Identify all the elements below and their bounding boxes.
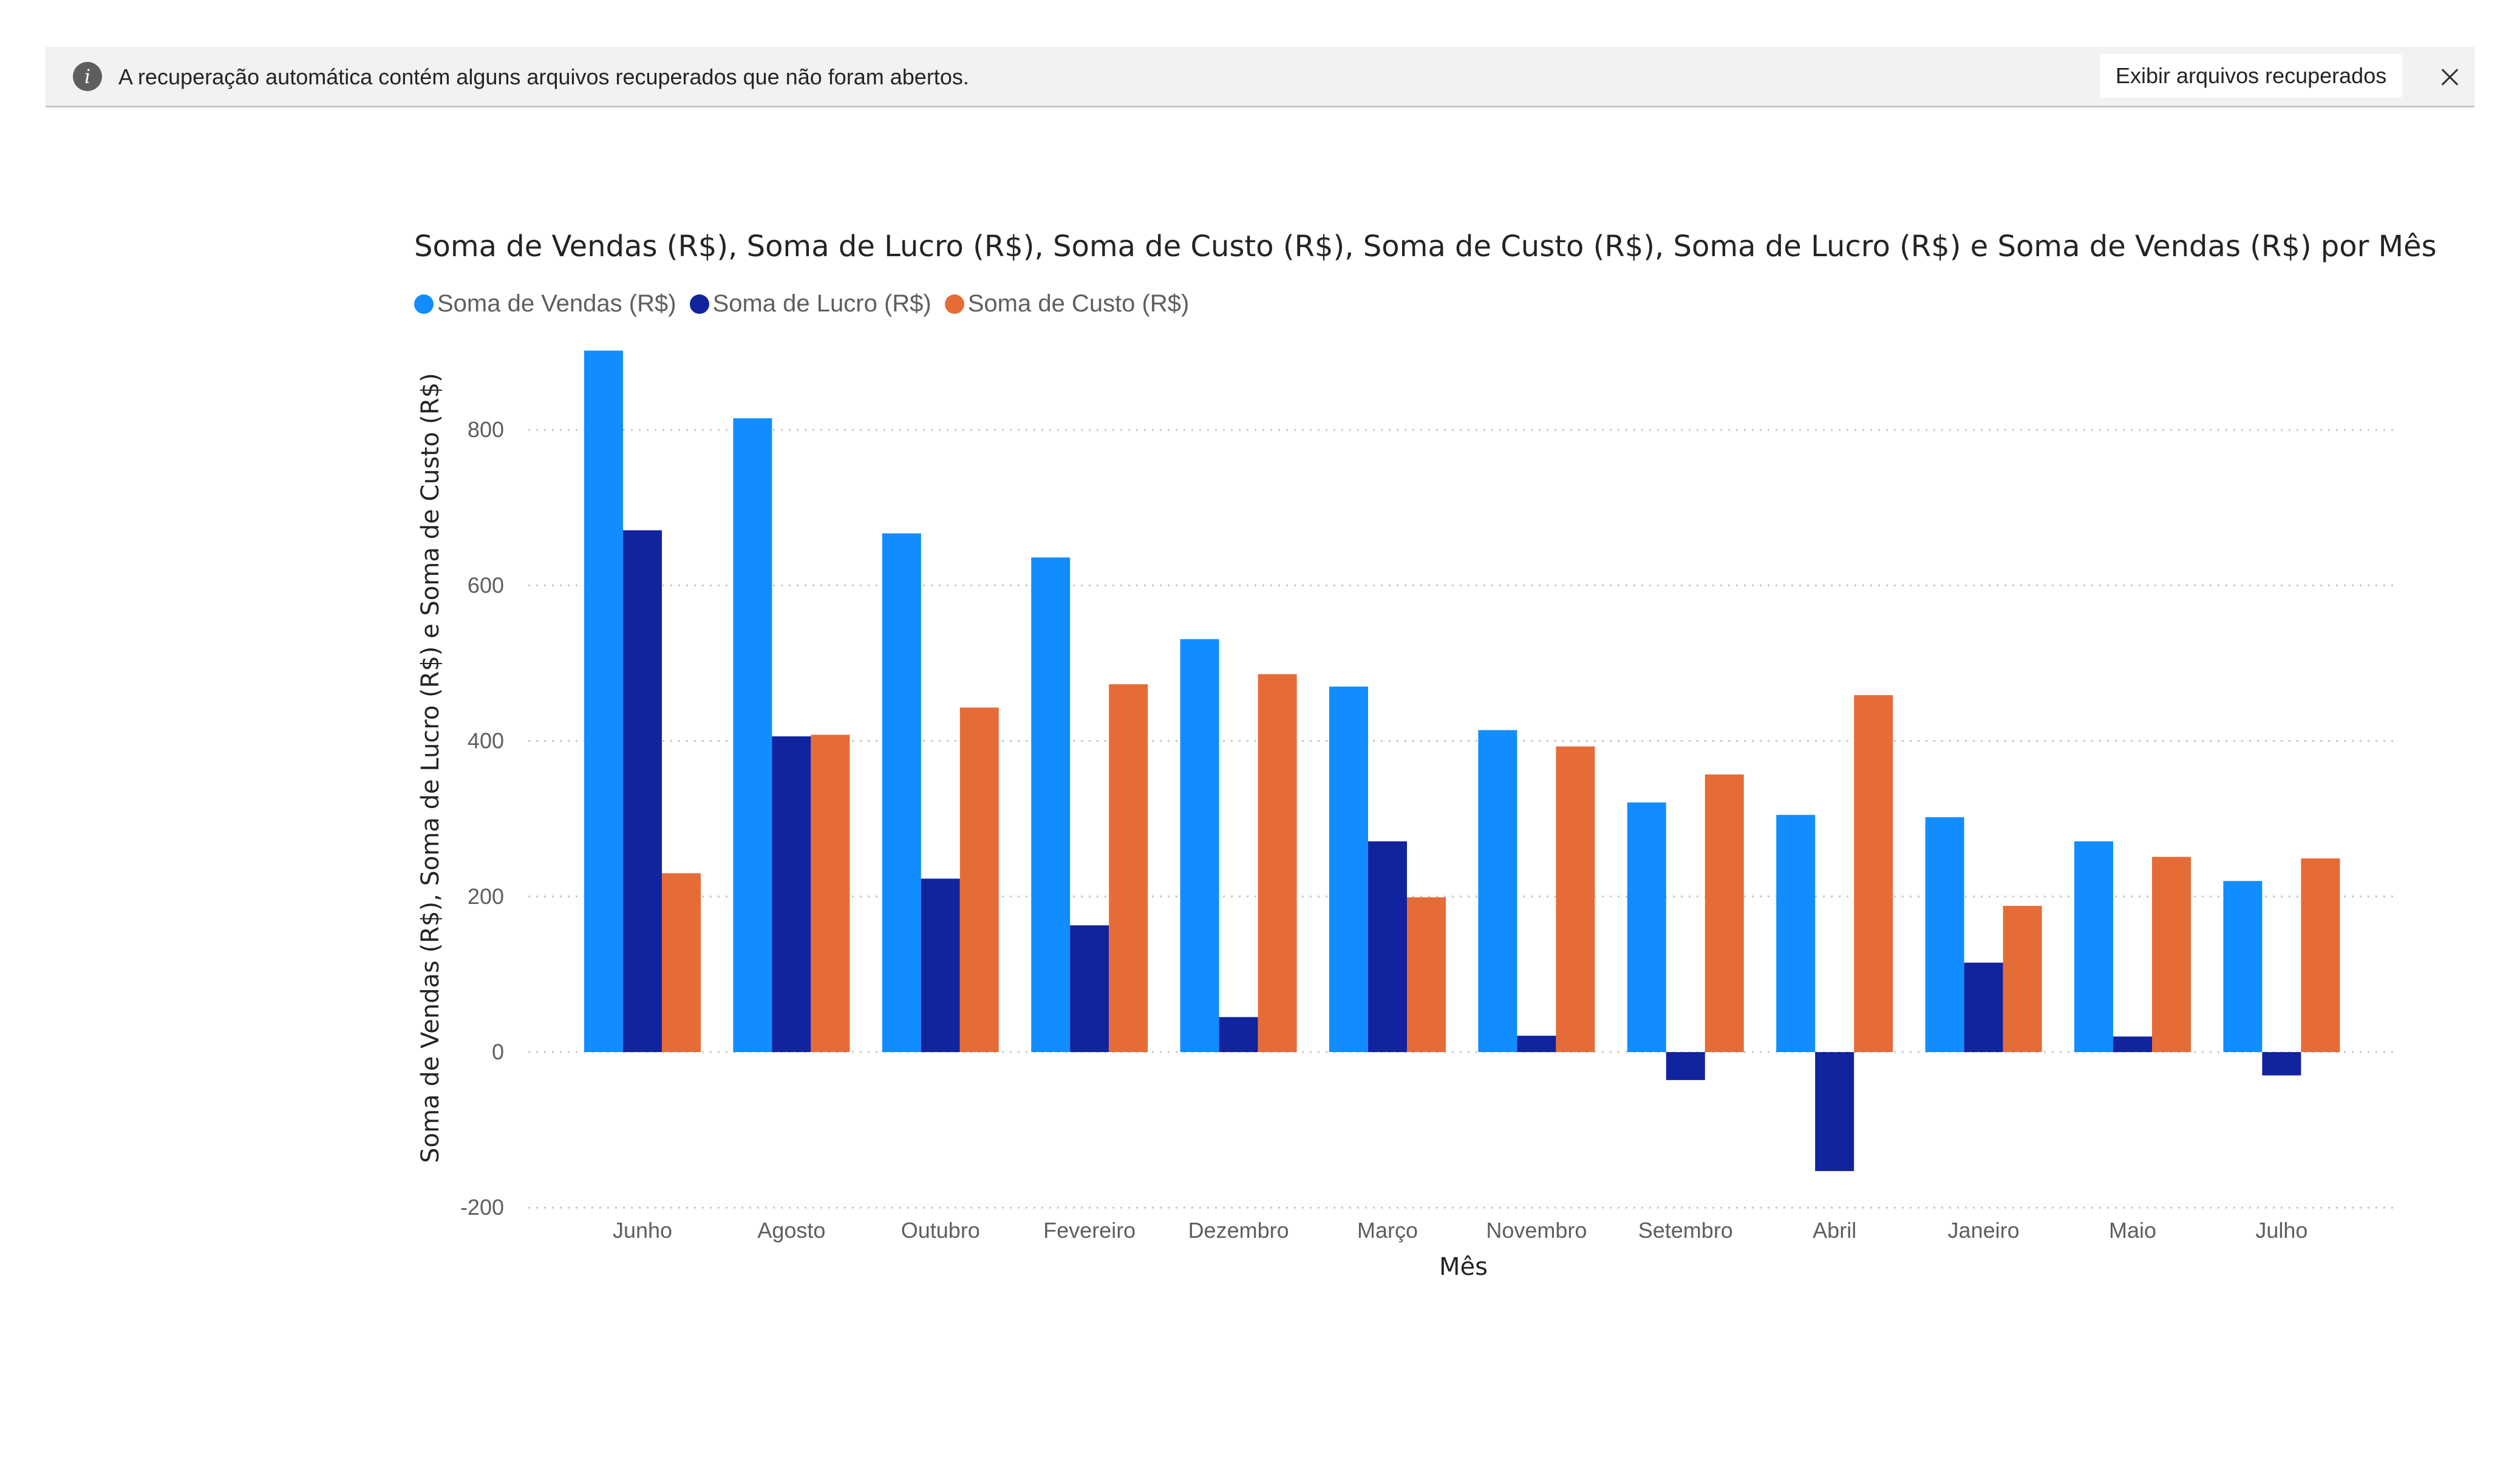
recovery-banner: i A recuperação automática contém alguns… (46, 47, 2474, 107)
x-tick-label: Dezembro (1188, 1218, 1289, 1243)
bar[interactable] (1964, 962, 2003, 1052)
bar[interactable] (2301, 858, 2340, 1052)
bar[interactable] (1556, 746, 1595, 1052)
x-tick-label: Fevereiro (1043, 1218, 1136, 1243)
bar[interactable] (1815, 1052, 1854, 1171)
bar[interactable] (584, 350, 623, 1052)
bar[interactable] (1031, 557, 1071, 1052)
bar[interactable] (1776, 815, 1816, 1052)
x-tick-label: Setembro (1638, 1218, 1733, 1243)
bar[interactable] (1329, 686, 1368, 1052)
bar[interactable] (1219, 1017, 1258, 1052)
bar[interactable] (1704, 774, 1744, 1052)
bar[interactable] (1627, 802, 1666, 1052)
bar[interactable] (2003, 906, 2042, 1052)
bar[interactable] (1070, 925, 1109, 1052)
bar[interactable] (1517, 1036, 1556, 1052)
y-axis-title: Soma de Vendas (R$), Soma de Lucro (R$) … (417, 373, 444, 1163)
x-tick-label: Março (1357, 1218, 1418, 1243)
bar[interactable] (662, 873, 701, 1052)
bar[interactable] (959, 707, 999, 1052)
chart-legend: Soma de Vendas (R$) Soma de Lucro (R$) S… (414, 290, 1202, 318)
y-tick-label: 800 (468, 417, 504, 442)
bar[interactable] (1407, 897, 1446, 1052)
x-tick-label: Julho (2255, 1218, 2307, 1243)
bar[interactable] (2113, 1036, 2152, 1052)
x-axis-title: Mês (1439, 1253, 1488, 1281)
y-tick-label: -200 (460, 1195, 504, 1220)
bar[interactable] (772, 736, 811, 1052)
legend-label-custo: Soma de Custo (R$) (967, 290, 1190, 317)
legend-dot-custo (944, 294, 964, 314)
bar[interactable] (811, 735, 850, 1052)
bar[interactable] (2223, 881, 2263, 1052)
y-tick-label: 400 (468, 728, 504, 753)
bar[interactable] (1180, 639, 1219, 1052)
bar[interactable] (1854, 695, 1893, 1052)
legend-label-lucro: Soma de Lucro (R$) (712, 290, 931, 317)
bar[interactable] (921, 878, 960, 1052)
x-tick-label: Outubro (901, 1218, 980, 1243)
chart-title: Soma de Vendas (R$), Soma de Lucro (R$),… (414, 229, 2437, 263)
x-tick-label: Janeiro (1948, 1218, 2020, 1243)
legend-dot-vendas (414, 294, 434, 314)
bar[interactable] (1368, 841, 1407, 1052)
legend-item-custo[interactable]: Soma de Custo (R$) (944, 290, 1190, 318)
bar[interactable] (1666, 1052, 1705, 1081)
x-tick-label: Abril (1813, 1218, 1856, 1243)
bar[interactable] (882, 533, 921, 1052)
bar[interactable] (1925, 817, 1964, 1052)
y-tick-label: 600 (468, 572, 504, 597)
y-tick-label: 0 (492, 1039, 504, 1064)
bar[interactable] (1109, 684, 1148, 1052)
bar[interactable] (1258, 674, 1297, 1052)
legend-item-lucro[interactable]: Soma de Lucro (R$) (689, 290, 931, 318)
x-tick-label: Agosto (757, 1218, 825, 1243)
show-recovered-files-button[interactable]: Exibir arquivos recuperados (2100, 54, 2403, 98)
bar[interactable] (1478, 730, 1517, 1052)
banner-message: A recuperação automática contém alguns a… (118, 64, 969, 89)
legend-item-vendas[interactable]: Soma de Vendas (R$) (414, 290, 676, 318)
bar[interactable] (733, 418, 772, 1052)
y-tick-label: 200 (468, 884, 504, 909)
x-tick-label: Junho (613, 1218, 672, 1243)
x-tick-label: Novembro (1486, 1218, 1587, 1243)
bar[interactable] (623, 530, 662, 1052)
bar[interactable] (2074, 841, 2113, 1052)
legend-dot-lucro (689, 294, 709, 314)
bar[interactable] (2152, 857, 2191, 1052)
legend-label-vendas: Soma de Vendas (R$) (437, 290, 676, 317)
info-icon: i (73, 62, 102, 91)
x-tick-label: Maio (2109, 1218, 2156, 1243)
bar[interactable] (2262, 1052, 2301, 1076)
